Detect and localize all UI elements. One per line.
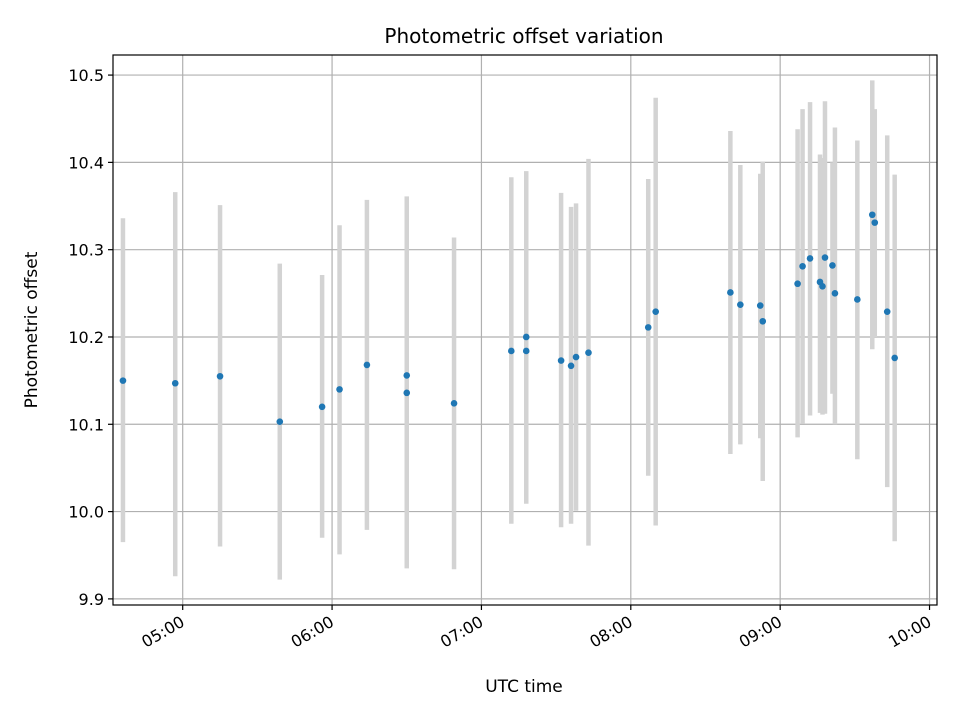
data-point xyxy=(522,347,530,355)
x-tick-label: 05:00 xyxy=(138,612,187,652)
y-tick-label: 9.9 xyxy=(79,590,104,609)
data-point xyxy=(644,324,652,331)
data-point xyxy=(819,283,826,290)
data-point xyxy=(318,403,326,411)
y-tick-label: 10.5 xyxy=(68,66,104,85)
x-tick-label: 08:00 xyxy=(586,612,635,652)
data-point xyxy=(567,362,575,370)
data-point xyxy=(891,354,898,362)
data-point xyxy=(727,289,734,296)
x-tick-label: 07:00 xyxy=(437,612,486,652)
error-bars xyxy=(120,80,897,580)
data-point xyxy=(854,296,861,303)
data-point xyxy=(336,386,343,393)
data-point xyxy=(831,290,839,297)
y-tick-label: 10.4 xyxy=(68,153,104,172)
data-point xyxy=(794,280,801,288)
x-axis-label: UTC time xyxy=(485,677,563,697)
x-tick-label: 10:00 xyxy=(885,612,934,652)
data-point xyxy=(522,333,530,341)
data-point xyxy=(572,353,580,361)
y-axis-label: Photometric offset xyxy=(22,251,42,408)
data-point xyxy=(868,211,876,219)
data-point xyxy=(806,255,814,262)
data-point xyxy=(119,377,127,384)
data-point xyxy=(171,379,179,387)
chart-title: Photometric offset variation xyxy=(384,24,663,48)
data-point xyxy=(759,317,767,325)
x-tick-label: 09:00 xyxy=(736,612,785,652)
x-tick-label: 06:00 xyxy=(288,612,337,652)
y-axis-ticks: 9.9 10.0 10.1 10.2 10.3 10.4 10.5 xyxy=(68,66,113,609)
data-point xyxy=(403,372,411,379)
data-point xyxy=(799,262,806,270)
data-point xyxy=(585,349,592,356)
data-point xyxy=(821,254,829,261)
y-tick-label: 10.3 xyxy=(68,241,104,260)
data-point xyxy=(508,347,515,355)
data-point xyxy=(883,308,891,315)
data-point xyxy=(276,418,284,425)
data-point xyxy=(403,389,411,397)
data-points xyxy=(119,211,898,425)
data-point xyxy=(363,361,371,369)
data-point xyxy=(450,400,458,407)
data-point xyxy=(829,262,836,269)
y-tick-label: 10.0 xyxy=(68,503,104,522)
data-point xyxy=(216,372,224,380)
data-point xyxy=(652,308,659,315)
data-point xyxy=(737,301,744,308)
y-tick-label: 10.2 xyxy=(68,328,104,347)
data-point xyxy=(756,302,764,309)
x-axis-ticks: 05:00 06:00 07:00 08:00 09:00 10:00 xyxy=(138,605,935,652)
y-tick-label: 10.1 xyxy=(68,415,104,434)
data-point xyxy=(557,357,565,364)
data-point xyxy=(871,219,879,226)
plot-area-frame xyxy=(112,54,938,606)
